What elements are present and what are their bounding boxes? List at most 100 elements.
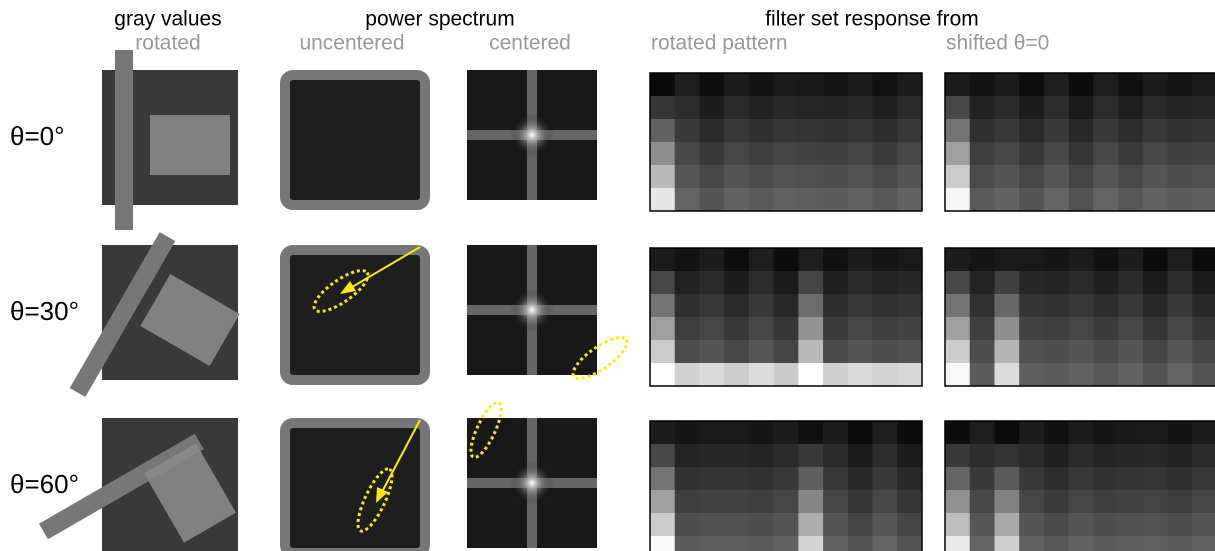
heatmap-cell	[1044, 467, 1069, 491]
heatmap-cell	[1069, 73, 1094, 97]
heatmap-cell	[994, 165, 1019, 189]
heatmap-cell	[1143, 73, 1168, 97]
heatmap-cell	[798, 96, 823, 120]
heatmap-cell	[798, 363, 823, 387]
heatmap-cell	[1044, 317, 1069, 341]
spectrum	[285, 423, 425, 551]
heatmap-cell	[1168, 248, 1193, 272]
heatmap-cell	[774, 317, 799, 341]
heatmap-cell	[873, 536, 898, 551]
heatmap-cell	[699, 444, 724, 468]
heatmap-cell	[749, 96, 774, 120]
heatmap-cell	[650, 363, 675, 387]
heatmap-cell	[675, 317, 700, 341]
heatmap-cell	[897, 119, 922, 143]
heatmap-cell	[823, 73, 848, 97]
heatmap-cell	[1168, 73, 1193, 97]
heatmap-cell	[1118, 142, 1143, 166]
heatmap-cell	[650, 317, 675, 341]
heatmap-cell	[1118, 73, 1143, 97]
heatmap-cell	[675, 96, 700, 120]
heatmap-cell	[848, 294, 873, 318]
heatmap-cell	[970, 317, 995, 341]
heatmap-cell	[1168, 467, 1193, 491]
heatmap-cell	[1093, 165, 1118, 189]
heatmap-cell	[798, 317, 823, 341]
subheader: uncentered	[299, 32, 404, 55]
heatmap-cell	[823, 444, 848, 468]
heatmap-cell	[823, 317, 848, 341]
heatmap-cell	[1143, 294, 1168, 318]
heatmap-cell	[1019, 421, 1044, 445]
heatmap-cell	[1019, 490, 1044, 514]
heatmap-cell	[724, 340, 749, 364]
heatmap-cell	[1168, 363, 1193, 387]
heatmap-cell	[848, 96, 873, 120]
heatmap-cell	[798, 248, 823, 272]
heatmap-cell	[1069, 444, 1094, 468]
heatmap-cell	[873, 294, 898, 318]
heatmap-cell	[970, 513, 995, 537]
heatmap-cell	[774, 467, 799, 491]
heatmap-cell	[749, 513, 774, 537]
heatmap-cell	[970, 340, 995, 364]
heatmap-cell	[994, 317, 1019, 341]
heatmap-cell	[1069, 119, 1094, 143]
heatmap-cell	[749, 73, 774, 97]
heatmap-cell	[1143, 119, 1168, 143]
heatmap-cell	[1168, 119, 1193, 143]
heatmap-cell	[1044, 271, 1069, 295]
heatmap-cell	[970, 119, 995, 143]
heatmap-cell	[675, 421, 700, 445]
heatmap-cell	[823, 248, 848, 272]
heatmap-cell	[897, 467, 922, 491]
heatmap-cell	[1069, 467, 1094, 491]
heatmap-cell	[945, 536, 970, 551]
heatmap-cell	[749, 363, 774, 387]
panels: θ=0°θ=30°θ=60°	[10, 50, 1215, 551]
heatmap-cell	[650, 421, 675, 445]
heatmap-cell	[1019, 294, 1044, 318]
heatmap-cell	[699, 96, 724, 120]
heatmap-cell	[699, 340, 724, 364]
heatmap-cell	[1044, 490, 1069, 514]
heatmap-cell	[970, 536, 995, 551]
heatmap-cell	[848, 363, 873, 387]
heatmap-cell	[650, 119, 675, 143]
heatmap-cell	[675, 444, 700, 468]
heatmap-cell	[1118, 317, 1143, 341]
heatmap-cell	[1192, 444, 1215, 468]
heatmap-cell	[798, 536, 823, 551]
heatmap-cell	[699, 317, 724, 341]
heatmap-cell	[749, 248, 774, 272]
heatmap-cell	[1044, 363, 1069, 387]
heatmap-cell	[1044, 73, 1069, 97]
heatmap-cell	[724, 490, 749, 514]
heatmap-cell	[724, 142, 749, 166]
heatmap-cell	[699, 188, 724, 212]
heatmap-cell	[1093, 317, 1118, 341]
heatmap-cell	[994, 119, 1019, 143]
heatmap-cell	[873, 248, 898, 272]
heatmap-cell	[1143, 248, 1168, 272]
heatmap-cell	[1118, 294, 1143, 318]
heatmap-cell	[1192, 73, 1215, 97]
heatmap-cell	[1069, 421, 1094, 445]
heatmap-cell	[1044, 340, 1069, 364]
heatmap-cell	[848, 467, 873, 491]
heatmap-cell	[1192, 513, 1215, 537]
image-block	[150, 115, 230, 175]
heatmap-cell	[675, 119, 700, 143]
heatmap-cell	[970, 73, 995, 97]
heatmap-cell	[1069, 363, 1094, 387]
heatmap-cell	[1118, 490, 1143, 514]
heatmap-cell	[1143, 142, 1168, 166]
heatmap-cell	[1044, 294, 1069, 318]
heatmap-cell	[823, 165, 848, 189]
heatmap-cell	[1143, 317, 1168, 341]
heatmap-cell	[970, 467, 995, 491]
heatmap-cell	[699, 490, 724, 514]
heatmap-cell	[970, 142, 995, 166]
heatmap-cell	[945, 490, 970, 514]
heatmap-cell	[823, 142, 848, 166]
